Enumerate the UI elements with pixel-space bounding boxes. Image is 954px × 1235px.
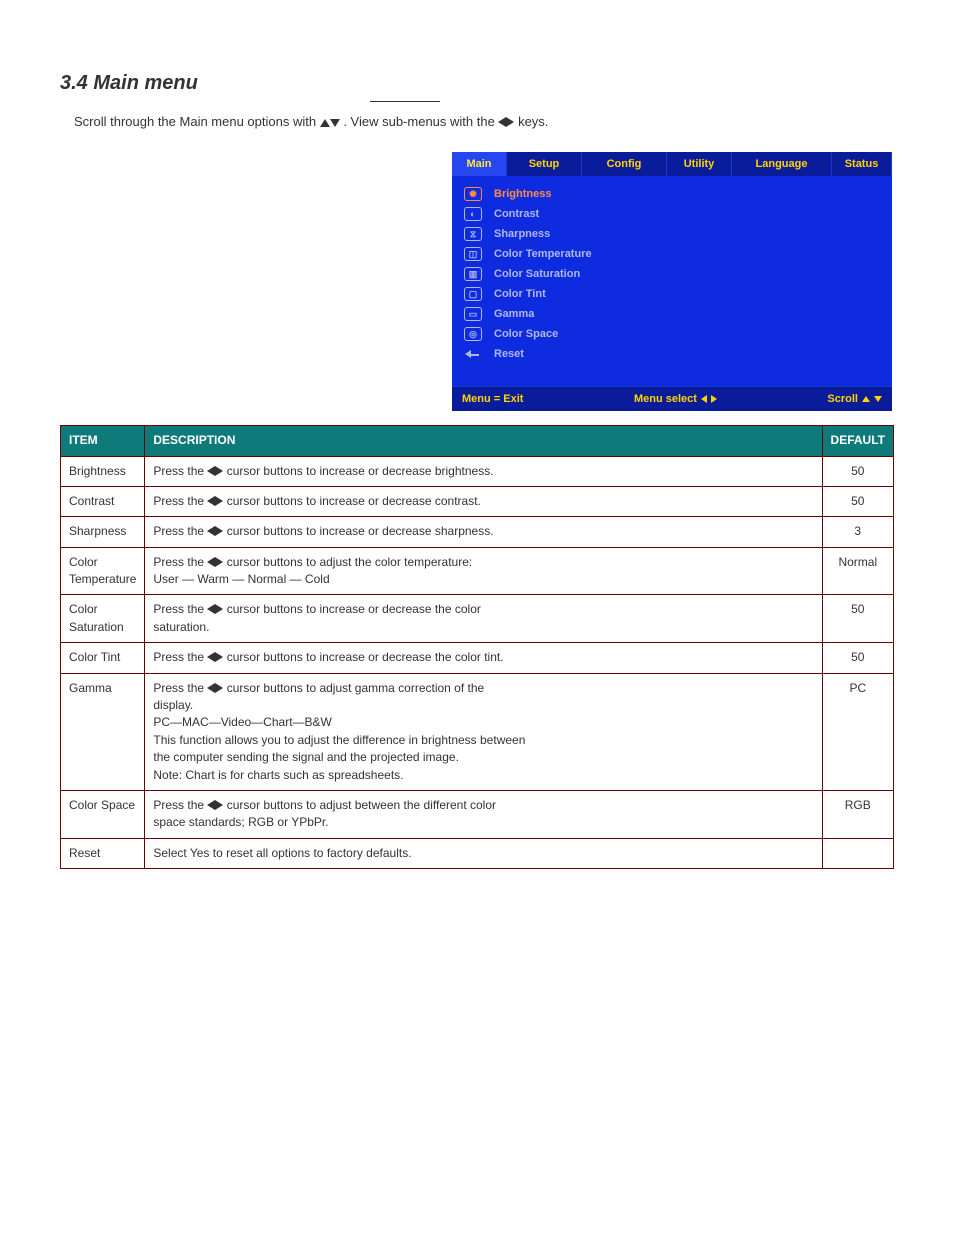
- cell-desc: Press the cursor buttons to increase or …: [145, 517, 822, 547]
- cell-item: Reset: [61, 838, 145, 868]
- osd-tab: Main: [452, 152, 507, 176]
- osd-tab: Config: [582, 152, 667, 176]
- cell-default: 3: [822, 517, 893, 547]
- table-row: SharpnessPress the cursor buttons to inc…: [61, 517, 894, 547]
- osd-item-icon: ▭: [464, 307, 482, 321]
- osd-menu-item: Reset: [464, 344, 880, 364]
- table-row: BrightnessPress the cursor buttons to in…: [61, 456, 894, 486]
- cell-item: Contrast: [61, 486, 145, 516]
- cell-desc: Press the cursor buttons to increase or …: [145, 456, 822, 486]
- cell-item: Color Saturation: [61, 595, 145, 643]
- osd-menu-item: ◎ Color Space: [464, 324, 880, 344]
- table-row: Color TemperaturePress the cursor button…: [61, 547, 894, 595]
- left-right-icon: [207, 602, 223, 616]
- osd-menu-item: ▢ Color Tint: [464, 284, 880, 304]
- cell-item: Brightness: [61, 456, 145, 486]
- osd-screenshot: MainSetupConfigUtilityLanguageStatus ✺ Br…: [452, 152, 892, 411]
- cell-default: 50: [822, 595, 893, 643]
- up-down-icon: [320, 114, 340, 129]
- cell-item: Color Temperature: [61, 547, 145, 595]
- osd-footer-mid: Menu select: [634, 393, 717, 405]
- title-underline: [370, 101, 440, 102]
- cell-desc: Press the cursor buttons to increase or …: [145, 643, 822, 673]
- table-header-desc: DESCRIPTION: [145, 426, 822, 456]
- osd-menu-item: ⧖ Sharpness: [464, 224, 880, 244]
- osd-tab: Utility: [667, 152, 732, 176]
- cell-item: Sharpness: [61, 517, 145, 547]
- cell-item: Color Tint: [61, 643, 145, 673]
- left-right-icon: [207, 494, 223, 508]
- cell-default: RGB: [822, 791, 893, 839]
- table-row: ContrastPress the cursor buttons to incr…: [61, 486, 894, 516]
- osd-menu-item: ▭ Gamma: [464, 304, 880, 324]
- osd-item-label: Gamma: [494, 308, 534, 320]
- osd-item-icon: ✺: [464, 187, 482, 201]
- left-right-icon: [498, 114, 514, 129]
- cell-desc: Press the cursor buttons to adjust the c…: [145, 547, 822, 595]
- osd-menu-item: ▥ Color Saturation: [464, 264, 880, 284]
- cell-desc: Press the cursor buttons to adjust gamma…: [145, 673, 822, 790]
- osd-item-icon: ◐: [464, 207, 482, 221]
- table-row: Color TintPress the cursor buttons to in…: [61, 643, 894, 673]
- osd-item-label: Sharpness: [494, 228, 550, 240]
- osd-footer-right: Scroll: [827, 393, 882, 405]
- cell-default: [822, 838, 893, 868]
- intro-tail: keys.: [518, 114, 548, 129]
- intro-prefix: Scroll through the Main menu options wit…: [74, 114, 320, 129]
- osd-tab: Status: [832, 152, 892, 176]
- table-header-default: DEFAULT: [822, 426, 893, 456]
- cell-default: PC: [822, 673, 893, 790]
- osd-item-label: Reset: [494, 348, 524, 360]
- osd-footer-left: Menu = Exit: [462, 393, 523, 405]
- cell-default: 50: [822, 643, 893, 673]
- cell-item: Gamma: [61, 673, 145, 790]
- intro-mid: . View sub-menus with the: [343, 114, 498, 129]
- settings-table: ITEM DESCRIPTION DEFAULT BrightnessPress…: [60, 425, 894, 869]
- table-row: GammaPress the cursor buttons to adjust …: [61, 673, 894, 790]
- osd-item-icon: [464, 347, 482, 361]
- osd-menu-item: ◐ Contrast: [464, 204, 880, 224]
- table-row: ResetSelect Yes to reset all options to …: [61, 838, 894, 868]
- osd-menu-item: ◫ Color Temperature: [464, 244, 880, 264]
- cell-default: 50: [822, 486, 893, 516]
- osd-item-label: Color Saturation: [494, 268, 580, 280]
- osd-item-label: Contrast: [494, 208, 539, 220]
- left-right-icon: [207, 681, 223, 695]
- intro-paragraph: Scroll through the Main menu options wit…: [60, 112, 894, 132]
- left-right-icon: [207, 650, 223, 664]
- osd-item-label: Brightness: [494, 188, 551, 200]
- osd-item-icon: ◫: [464, 247, 482, 261]
- osd-tab: Setup: [507, 152, 582, 176]
- cell-default: 50: [822, 456, 893, 486]
- table-row: Color SpacePress the cursor buttons to a…: [61, 791, 894, 839]
- osd-menu-item: ✺ Brightness: [464, 184, 880, 204]
- left-right-icon: [207, 524, 223, 538]
- osd-tab: Language: [732, 152, 832, 176]
- osd-item-label: Color Temperature: [494, 248, 592, 260]
- cell-item: Color Space: [61, 791, 145, 839]
- left-right-icon: [207, 555, 223, 569]
- osd-item-icon: ◎: [464, 327, 482, 341]
- osd-item-icon: ▢: [464, 287, 482, 301]
- page-title: 3.4 Main menu: [60, 72, 894, 95]
- cell-desc: Select Yes to reset all options to facto…: [145, 838, 822, 868]
- cell-desc: Press the cursor buttons to increase or …: [145, 595, 822, 643]
- osd-item-label: Color Tint: [494, 288, 546, 300]
- osd-item-icon: ⧖: [464, 227, 482, 241]
- cell-desc: Press the cursor buttons to adjust betwe…: [145, 791, 822, 839]
- table-header-item: ITEM: [61, 426, 145, 456]
- cell-default: Normal: [822, 547, 893, 595]
- left-right-icon: [207, 464, 223, 478]
- table-row: Color SaturationPress the cursor buttons…: [61, 595, 894, 643]
- left-right-icon: [207, 798, 223, 812]
- osd-item-label: Color Space: [494, 328, 558, 340]
- osd-item-icon: ▥: [464, 267, 482, 281]
- cell-desc: Press the cursor buttons to increase or …: [145, 486, 822, 516]
